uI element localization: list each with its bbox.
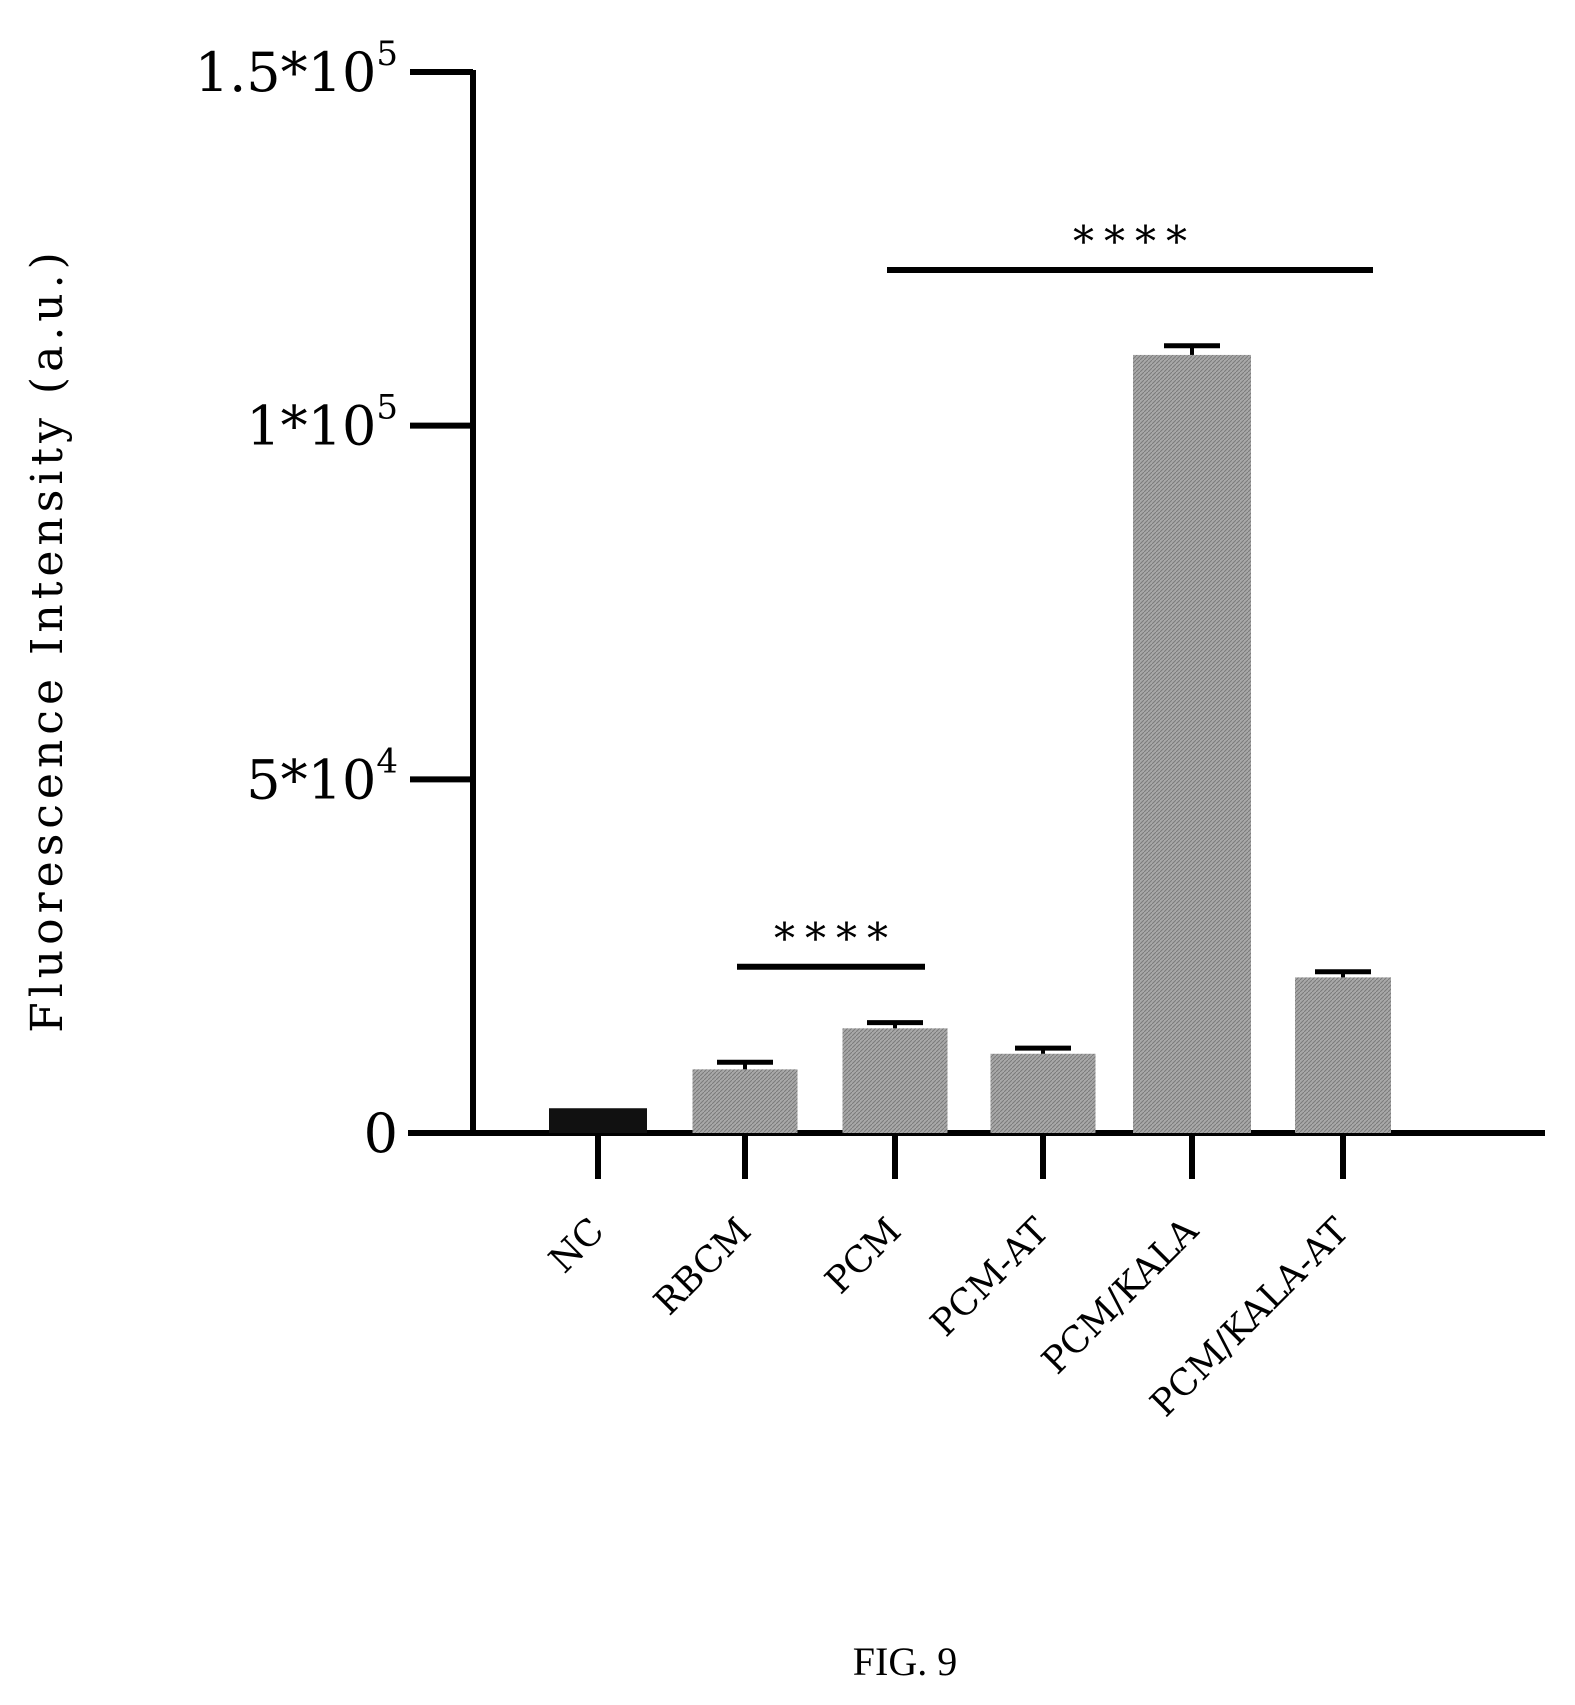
y-tick-label: 1.5*105 <box>195 34 398 104</box>
x-tick-label: PCM <box>818 1210 910 1302</box>
bar-rbcm <box>692 1069 798 1133</box>
y-axis-label: Fluorescence Intensity (a.u.) <box>22 247 73 1033</box>
bar-nc <box>549 1108 647 1133</box>
axes <box>408 70 1545 1136</box>
significance-annotations: **** **** <box>737 217 1373 970</box>
y-tick-label: 0 <box>364 1102 398 1165</box>
bar-pcm-at <box>990 1053 1096 1133</box>
bar-pcm-kala <box>1133 354 1251 1133</box>
significance-label: **** <box>1073 217 1197 266</box>
y-tick-label: 5*104 <box>246 741 398 811</box>
x-tick-label: PCM-AT <box>923 1210 1057 1344</box>
y-tick-label: 1*105 <box>246 388 398 458</box>
y-axis-ticks: 0 5*104 1*105 1.5*105 <box>195 34 473 1165</box>
significance-label: **** <box>774 914 898 963</box>
bar-pcm <box>842 1028 948 1133</box>
x-tick-label: NC <box>542 1210 613 1281</box>
x-tick-label: RBCM <box>646 1210 759 1323</box>
bars <box>549 343 1391 1133</box>
figure-caption: FIG. 9 <box>853 1639 957 1684</box>
bar-pcm-kala-at <box>1295 977 1391 1133</box>
